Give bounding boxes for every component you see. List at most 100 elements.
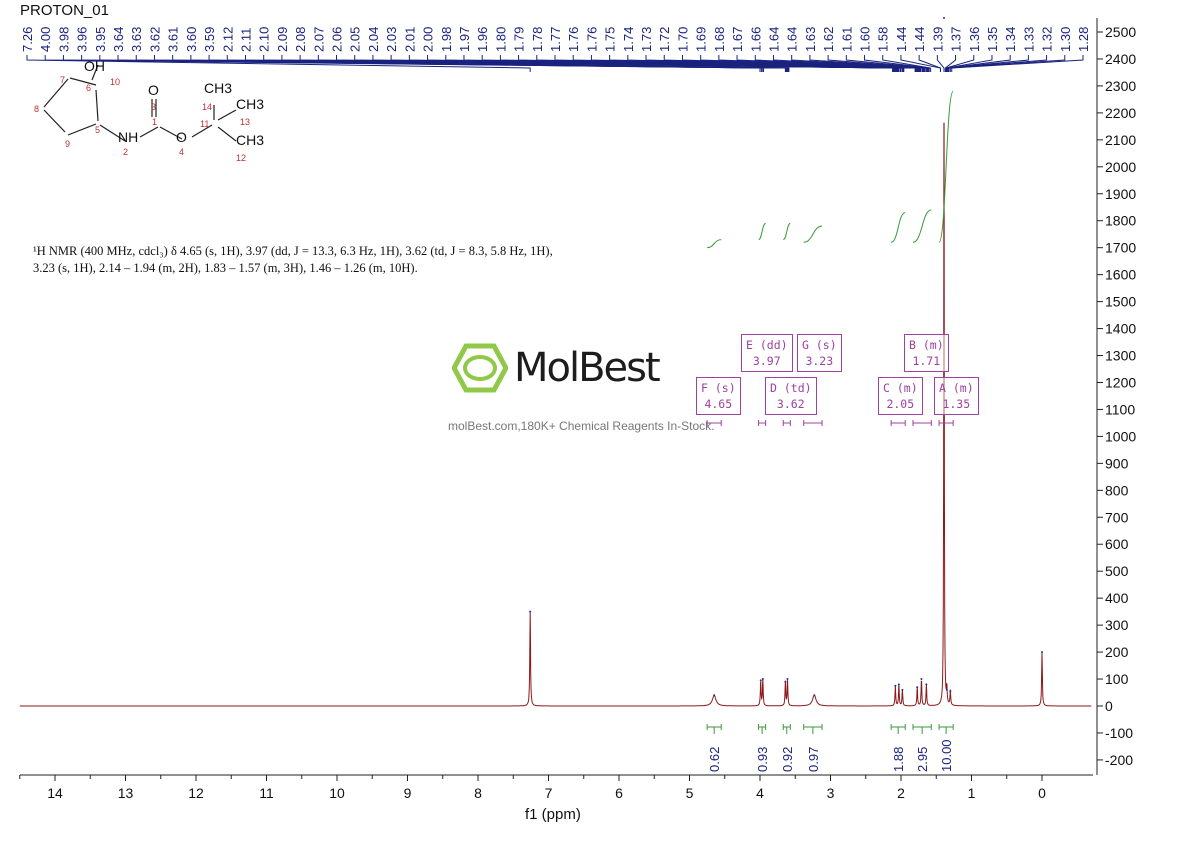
atom-number: 7 bbox=[60, 75, 65, 85]
peak-label-leader bbox=[864, 55, 930, 72]
y-tick-label: 0 bbox=[1105, 698, 1113, 714]
peak-label: 1.58 bbox=[876, 27, 932, 72]
peak-label: 3.59 bbox=[202, 27, 790, 72]
peak-label-leader bbox=[918, 55, 941, 72]
peak-label-text: 1.80 bbox=[493, 27, 508, 52]
y-tick-label: 2500 bbox=[1105, 24, 1136, 40]
peak-marker bbox=[784, 680, 787, 683]
peak-label-leader bbox=[827, 55, 929, 72]
multiplet-range bbox=[890, 420, 906, 426]
peak-label-text: 2.04 bbox=[366, 27, 381, 52]
multiplet-range bbox=[912, 420, 932, 426]
x-tick-label: 0 bbox=[1038, 785, 1046, 801]
peak-label-text: 3.60 bbox=[184, 27, 199, 52]
y-tick-label: 600 bbox=[1105, 536, 1129, 552]
atom-number: 11 bbox=[200, 119, 209, 129]
y-tick-label: 200 bbox=[1105, 644, 1129, 660]
x-tick-label: 13 bbox=[118, 785, 134, 801]
peak-label: 1.63 bbox=[803, 27, 928, 72]
peak-label: 1.28 bbox=[951, 27, 1091, 72]
atom-number: 1 bbox=[152, 117, 157, 127]
peak-label-text: 1.66 bbox=[748, 27, 763, 52]
atom-number: 13 bbox=[240, 117, 250, 127]
watermark-logo: MolBest bbox=[452, 343, 661, 393]
peak-marker bbox=[943, 17, 946, 19]
peak-label-text: 1.36 bbox=[967, 27, 982, 52]
peak-label-text: 1.77 bbox=[548, 27, 563, 52]
x-tick-label: 10 bbox=[329, 785, 345, 801]
ch3-top-label: CH3 bbox=[204, 80, 232, 96]
x-axis-label: f1 (ppm) bbox=[525, 806, 581, 823]
x-tick-label: 11 bbox=[259, 785, 274, 801]
integral-curve bbox=[938, 90, 954, 243]
peak-marker bbox=[949, 690, 952, 693]
integral-curve bbox=[707, 239, 722, 249]
peak-label-leader bbox=[26, 55, 531, 72]
peak-label-leader bbox=[754, 55, 926, 72]
peak-label: 1.30 bbox=[949, 27, 1073, 72]
oh-label: OH bbox=[84, 58, 105, 74]
benzene-logo-icon bbox=[452, 343, 508, 393]
y-tick-label: 100 bbox=[1105, 671, 1129, 687]
peak-label-text: 3.63 bbox=[129, 27, 144, 52]
peak-label-text: 2.00 bbox=[421, 27, 436, 52]
multiplet-box-c: C (m) 2.05 bbox=[878, 377, 923, 415]
integral-bracket bbox=[890, 724, 906, 734]
multiplet-box-g: G (s) 3.23 bbox=[797, 334, 842, 372]
y-tick-label: 1600 bbox=[1105, 267, 1136, 283]
peak-label-text: 4.00 bbox=[38, 27, 53, 52]
atom-number: 8 bbox=[34, 104, 39, 114]
atom-number: 4 bbox=[179, 147, 184, 157]
x-tick-label: 6 bbox=[615, 785, 623, 801]
peak-label-leader bbox=[809, 55, 928, 72]
peak-label: 7.26 bbox=[20, 27, 531, 72]
integral-bracket bbox=[758, 724, 767, 734]
peak-label: 1.36 bbox=[945, 27, 982, 72]
peak-marker bbox=[897, 683, 900, 686]
peak-label-text: 2.06 bbox=[330, 27, 345, 52]
peak-label-text: 2.08 bbox=[293, 27, 308, 52]
nh-label: NH bbox=[118, 129, 138, 145]
ch3-mid-label: CH3 bbox=[236, 96, 264, 112]
multiplet-range bbox=[938, 420, 954, 426]
multiplet-box-f: F (s) 4.65 bbox=[696, 377, 741, 415]
peak-label: 1.39 bbox=[930, 27, 945, 72]
peak-label-leader bbox=[947, 55, 1029, 72]
x-tick-label: 14 bbox=[47, 785, 63, 801]
x-tick-label: 8 bbox=[474, 785, 482, 801]
peak-label-text: 1.37 bbox=[949, 27, 964, 52]
chemical-structure: OH NH O O CH3 CH3 CH3 1 2 3 4 5 6 7 8 9 … bbox=[34, 58, 264, 163]
peak-label-text: 1.44 bbox=[894, 27, 909, 52]
x-tick-label: 12 bbox=[188, 785, 204, 801]
multiplet-range bbox=[803, 420, 823, 426]
integral-bracket bbox=[803, 724, 823, 734]
peak-label-leader bbox=[948, 55, 1048, 72]
x-tick-label: 7 bbox=[545, 785, 553, 801]
description-line-2: 3.23 (s, 1H), 2.14 – 1.94 (m, 2H), 1.83 … bbox=[33, 261, 418, 275]
peak-label-text: 1.33 bbox=[1021, 27, 1036, 52]
peak-label-text: 1.70 bbox=[675, 27, 690, 52]
integral-bracket bbox=[912, 724, 932, 734]
integral-bracket bbox=[938, 724, 954, 734]
peak-label-text: 1.32 bbox=[1040, 27, 1055, 52]
y-tick-label: 1200 bbox=[1105, 374, 1136, 390]
peak-label-text: 2.11 bbox=[238, 28, 253, 52]
peak-label-text: 1.69 bbox=[694, 27, 709, 52]
peak-label-leader bbox=[951, 55, 1084, 72]
multiplet-box-b: B (m) 1.71 bbox=[904, 334, 949, 372]
peak-label-leader bbox=[882, 55, 932, 72]
y-tick-label: -100 bbox=[1105, 725, 1133, 741]
integral-bracket bbox=[782, 724, 791, 734]
peak-label-text: 3.64 bbox=[111, 27, 126, 52]
peak-label-text: 1.64 bbox=[785, 27, 800, 52]
peak-label-text: 2.10 bbox=[257, 27, 272, 52]
atom-number: 9 bbox=[65, 139, 70, 149]
peak-marker bbox=[945, 688, 948, 691]
peak-marker bbox=[786, 678, 789, 681]
peak-label: 1.62 bbox=[821, 27, 929, 72]
y-tick-label: 1000 bbox=[1105, 428, 1136, 444]
nmr-description: ¹H NMR (400 MHz, cdcl₃) δ 4.65 (s, 1H), … bbox=[33, 243, 633, 277]
multiplet-range bbox=[758, 420, 767, 426]
peak-label-text: 3.96 bbox=[75, 27, 90, 52]
